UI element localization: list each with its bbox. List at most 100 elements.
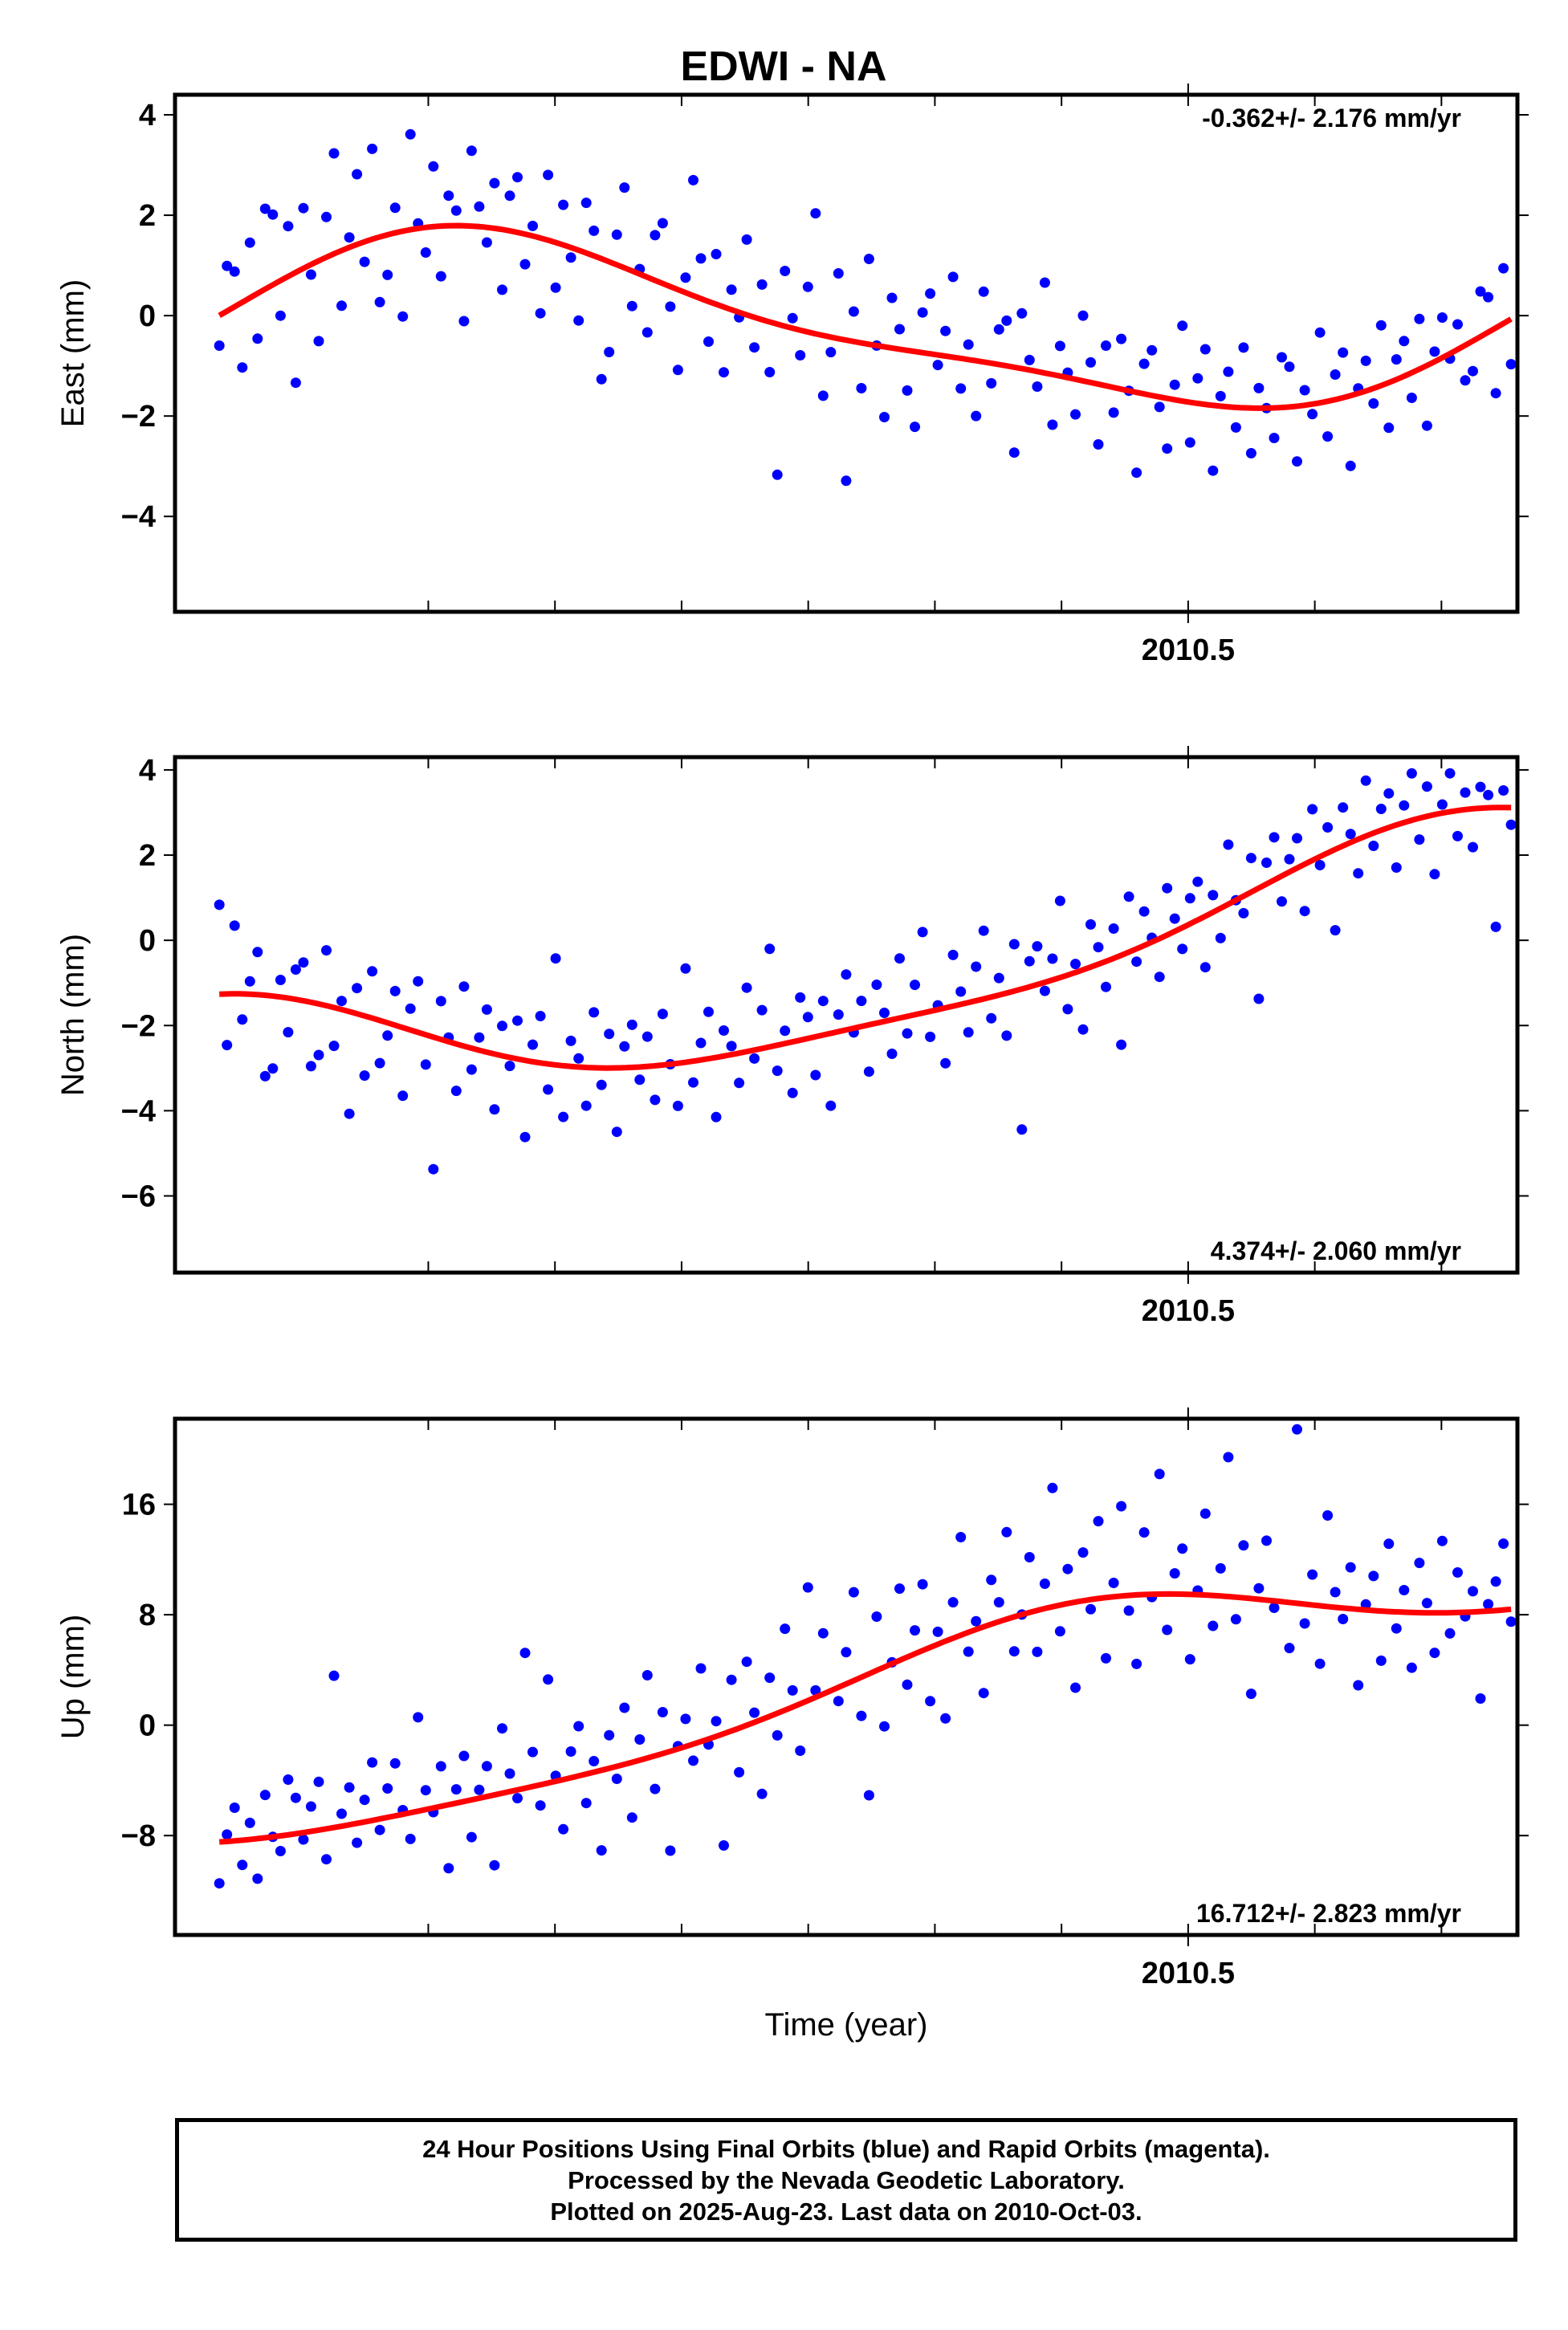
final-orbit-point — [244, 976, 255, 987]
final-orbit-point — [450, 1086, 462, 1097]
final-orbit-point — [481, 1004, 492, 1015]
final-orbit-point — [222, 1040, 233, 1051]
final-orbit-point — [1131, 467, 1142, 479]
final-orbit-point — [1238, 907, 1249, 919]
final-orbit-point — [1085, 356, 1096, 368]
final-orbit-point — [1261, 1535, 1272, 1546]
final-orbit-point — [726, 284, 737, 295]
final-orbit-point — [1215, 932, 1226, 943]
final-orbit-point — [275, 1846, 286, 1856]
final-orbit-point — [756, 1788, 768, 1799]
y-axis-label: East (mm) — [55, 279, 91, 427]
final-orbit-point — [1123, 1605, 1134, 1616]
final-orbit-point — [986, 1012, 997, 1024]
x-axis-label: Time (year) — [765, 2007, 928, 2043]
final-orbit-point — [1253, 382, 1265, 393]
final-orbit-point — [772, 469, 783, 480]
final-orbit-point — [879, 1721, 890, 1732]
final-orbit-point — [1360, 355, 1371, 366]
final-orbit-point — [1047, 1482, 1058, 1493]
final-orbit-point — [1391, 1623, 1402, 1634]
final-orbit-point — [344, 1108, 355, 1119]
final-orbit-point — [543, 1084, 554, 1095]
final-orbit-point — [1032, 1646, 1043, 1657]
final-orbit-point — [1223, 366, 1234, 377]
final-orbit-point — [910, 422, 920, 433]
final-orbit-point — [497, 284, 507, 295]
final-orbit-point — [1215, 390, 1226, 401]
final-orbit-point — [886, 292, 898, 303]
final-orbit-point — [596, 373, 607, 385]
velocity-annotation: 16.712+/- 2.823 mm/yr — [1196, 1899, 1461, 1928]
final-orbit-point — [817, 1627, 829, 1639]
model-fit-curve — [219, 805, 1512, 1071]
final-orbit-point — [1054, 895, 1065, 906]
final-orbit-point — [443, 1863, 454, 1874]
final-orbit-point — [443, 190, 454, 202]
final-orbit-point — [298, 957, 309, 968]
final-orbit-point — [886, 1049, 898, 1059]
final-orbit-point — [382, 1030, 393, 1041]
final-orbit-point — [1299, 385, 1310, 396]
final-orbit-point — [749, 1707, 760, 1718]
final-orbit-point — [1184, 1654, 1195, 1665]
final-orbit-point — [458, 981, 470, 992]
final-orbit-point — [833, 268, 844, 279]
final-orbit-point — [1353, 1680, 1364, 1691]
final-orbit-point — [489, 1860, 500, 1871]
final-orbit-point — [1330, 369, 1341, 380]
final-orbit-point — [1047, 953, 1058, 964]
final-orbit-point — [298, 202, 309, 214]
y-tick-label: 0 — [139, 1709, 156, 1743]
caption-box: 24 Hour Positions Using Final Orbits (bl… — [175, 2118, 1517, 2242]
final-orbit-point — [856, 1710, 867, 1721]
final-orbit-point — [955, 1532, 967, 1542]
final-orbit-point — [1108, 407, 1119, 418]
final-orbit-point — [641, 327, 653, 338]
final-orbit-point — [382, 269, 393, 280]
final-orbit-point — [657, 218, 668, 229]
final-orbit-point — [1169, 913, 1180, 924]
final-orbit-point — [1199, 344, 1211, 355]
final-orbit-point — [283, 221, 294, 232]
data-points — [214, 768, 1517, 1175]
final-orbit-point — [1368, 1570, 1379, 1582]
final-orbit-point — [1475, 781, 1486, 792]
final-orbit-point — [634, 1734, 646, 1745]
y-tick-label: 2 — [139, 839, 156, 873]
final-orbit-point — [741, 234, 752, 245]
final-orbit-point — [1070, 959, 1081, 970]
final-orbit-point — [275, 310, 286, 321]
final-orbit-point — [1177, 1543, 1188, 1554]
final-orbit-point — [1399, 800, 1410, 811]
final-orbit-point — [902, 385, 913, 396]
final-orbit-point — [611, 1126, 622, 1138]
final-orbit-point — [978, 925, 989, 936]
final-orbit-point — [1032, 381, 1043, 392]
final-orbit-point — [550, 953, 561, 964]
final-orbit-point — [650, 1094, 661, 1106]
final-orbit-point — [993, 972, 1004, 984]
final-orbit-point — [1277, 1350, 1287, 1361]
final-orbit-point — [565, 1746, 576, 1757]
final-orbit-point — [787, 1684, 798, 1696]
final-orbit-point — [252, 333, 263, 344]
final-orbit-point — [1299, 1618, 1310, 1629]
final-orbit-point — [1277, 896, 1287, 907]
final-orbit-point — [764, 943, 776, 955]
final-orbit-point — [1468, 1586, 1478, 1597]
final-orbit-point — [772, 1065, 783, 1077]
final-orbit-point — [512, 172, 523, 183]
final-orbit-point — [1299, 906, 1310, 917]
final-orbit-point — [1383, 422, 1395, 434]
final-orbit-point — [695, 1037, 707, 1049]
final-orbit-point — [680, 963, 691, 974]
y-tick-label: −6 — [121, 1179, 156, 1213]
final-orbit-point — [535, 1011, 546, 1021]
final-orbit-point — [1314, 1658, 1326, 1669]
final-orbit-point — [367, 966, 378, 977]
final-orbit-point — [1016, 308, 1028, 319]
final-orbit-point — [604, 347, 615, 357]
final-orbit-point — [1436, 1535, 1448, 1546]
